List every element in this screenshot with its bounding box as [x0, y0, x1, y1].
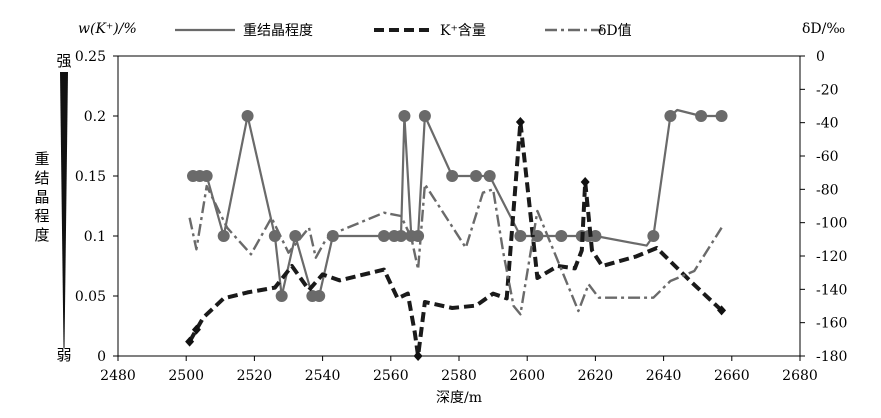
data-point-circle: [664, 110, 677, 122]
data-point-circle: [589, 230, 602, 242]
series-1: [185, 117, 727, 361]
data-point-circle: [555, 230, 568, 242]
data-point-diamond: [580, 177, 590, 187]
x-tick-label: 2600: [509, 368, 545, 384]
x-tick-label: 2540: [305, 368, 341, 384]
legend-label-2: δD值: [598, 23, 632, 39]
x-tick-label: 2520: [237, 368, 273, 384]
data-point-circle: [418, 110, 431, 122]
side-scale-title-char: 晶: [34, 188, 49, 206]
data-point-circle: [470, 170, 483, 182]
x-tick-label: 2680: [782, 368, 818, 384]
series-line: [188, 183, 723, 316]
x-tick-label: 2620: [578, 368, 614, 384]
x-tick-label: 2580: [441, 368, 477, 384]
y-right-tick-label: -20: [816, 82, 839, 98]
data-point-circle: [483, 170, 496, 182]
x-tick-label: 2660: [714, 368, 750, 384]
data-point-circle: [647, 230, 660, 242]
data-point-circle: [446, 170, 459, 182]
side-scale-bottom-label: 弱: [56, 346, 71, 364]
plot-frame: [117, 55, 801, 357]
legend: 重结晶程度 K⁺含量 δD值: [175, 23, 632, 39]
data-point-circle: [514, 230, 527, 242]
y-right-tick-label: -120: [816, 249, 847, 265]
data-point-diamond: [413, 351, 423, 361]
x-tick-label: 2560: [373, 368, 409, 384]
series-line: [193, 108, 722, 298]
y-right-tick-label: 0: [816, 49, 825, 65]
y-left-tick-label: 0.1: [84, 229, 106, 245]
axes: 2480 2500 2520 2540 2560 2580 2600 2620 2640 2660…: [75, 21, 848, 406]
side-scale-top-label: 强: [56, 52, 71, 70]
data-point-diamond: [191, 324, 201, 335]
data-point-diamond: [185, 336, 195, 347]
y-left-tick-label: 0: [97, 349, 106, 365]
x-tick-label: 2500: [168, 368, 204, 384]
y-left-axis-title: w(K⁺)/%: [78, 21, 137, 37]
data-point-circle: [377, 230, 390, 242]
x-tick-label: 2640: [646, 368, 682, 384]
data-point-diamond: [717, 305, 727, 316]
y-left-tick-label: 0.05: [75, 289, 106, 305]
data-point-circle: [395, 230, 408, 242]
legend-label-0: 重结晶程度: [243, 23, 313, 39]
side-scale: 强弱 重结晶程度: [34, 52, 71, 364]
data-point-circle: [695, 110, 708, 122]
y-right-tick-label: -160: [816, 316, 847, 332]
data-point-circle: [715, 110, 728, 122]
y-left-tick-label: 0.15: [75, 169, 106, 185]
side-scale-title-char: 程: [34, 207, 49, 225]
side-scale-wedge: [60, 72, 68, 348]
y-right-tick-label: -100: [816, 216, 847, 232]
series-line: [187, 120, 723, 358]
y-right-tick-label: -180: [816, 349, 847, 365]
data-point-circle: [398, 110, 411, 122]
series-layer: [185, 108, 728, 361]
y-right-tick-label: -60: [816, 149, 839, 165]
side-scale-title-char: 重: [34, 150, 49, 168]
data-point-circle: [275, 290, 288, 302]
series-0: [187, 108, 728, 302]
y-left-tick-label: 0.25: [75, 49, 106, 65]
data-point-circle: [241, 110, 254, 122]
side-scale-title-char: 结: [34, 169, 49, 187]
x-tick-label: 2480: [100, 368, 136, 384]
data-point-circle: [200, 170, 213, 182]
y-left-tick-label: 0.2: [84, 109, 106, 125]
data-point-circle: [412, 230, 425, 242]
y-right-tick-label: -40: [816, 116, 839, 132]
side-scale-title-char: 度: [34, 226, 49, 244]
x-axis-title: 深度/m: [436, 390, 482, 406]
data-point-circle: [313, 290, 326, 302]
y-right-tick-label: -140: [816, 282, 847, 298]
data-point-diamond: [515, 117, 525, 127]
legend-label-1: K⁺含量: [440, 23, 486, 39]
data-point-circle: [217, 230, 230, 242]
y-right-tick-label: -80: [816, 182, 839, 198]
y-right-axis-title: δD/‰: [802, 21, 845, 37]
series-2: [188, 183, 723, 316]
